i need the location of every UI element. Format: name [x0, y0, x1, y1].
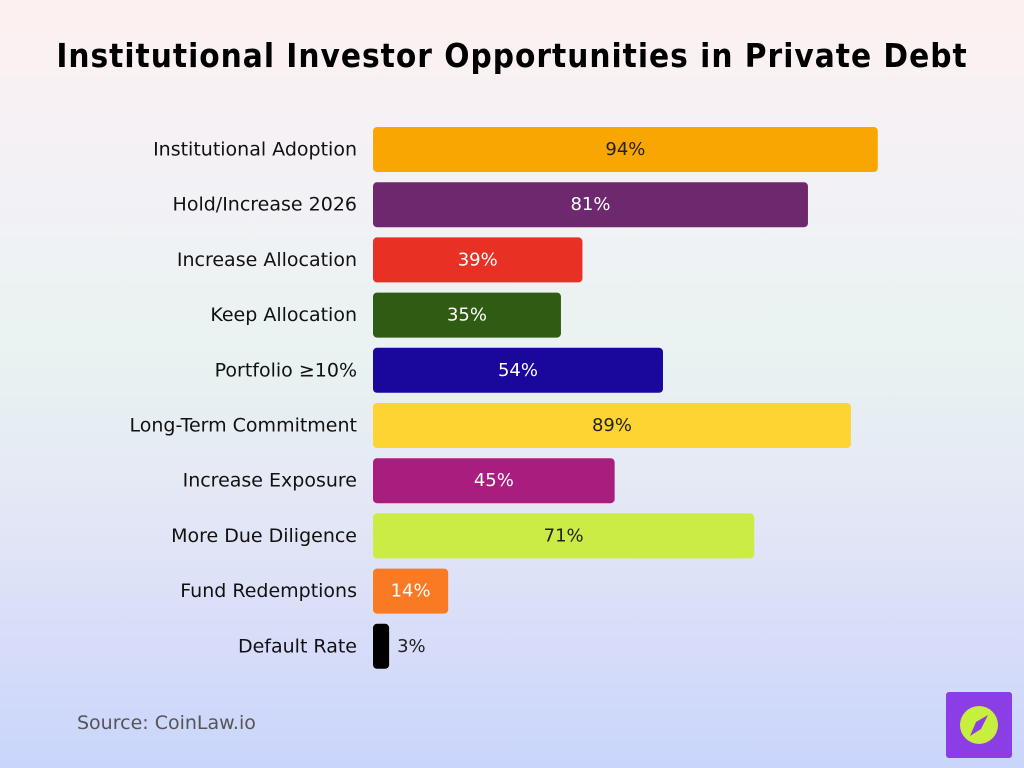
source-note: Source: CoinLaw.io — [77, 712, 256, 734]
data-label: 89% — [592, 415, 632, 436]
bar — [373, 127, 878, 172]
bar — [373, 347, 663, 393]
category-label: Increase Allocation — [177, 249, 357, 271]
bar — [373, 458, 615, 504]
data-label: 54% — [498, 360, 538, 381]
bars-layer: Institutional Adoption 94% Hold/Increase 2… — [129, 127, 878, 669]
category-label: Keep Allocation — [210, 304, 357, 326]
data-label: 71% — [544, 525, 584, 546]
chart-title: Institutional Investor Opportunities in … — [56, 36, 968, 75]
bar — [373, 568, 449, 614]
data-label: 81% — [570, 194, 610, 215]
coinlaw-logo — [946, 692, 1012, 758]
data-label: 45% — [474, 470, 514, 491]
compass-icon — [960, 706, 998, 744]
bar — [373, 513, 755, 559]
bar — [373, 623, 390, 669]
data-label: 39% — [458, 249, 498, 270]
data-label: 94% — [605, 139, 645, 160]
data-label: 3% — [397, 636, 426, 657]
category-label: Increase Exposure — [183, 470, 357, 492]
category-label: Default Rate — [238, 635, 357, 657]
bar — [373, 182, 808, 228]
bar — [373, 292, 561, 338]
category-label: Long-Term Commitment — [129, 415, 357, 437]
category-label: Institutional Adoption — [153, 139, 357, 161]
category-label: Hold/Increase 2026 — [173, 194, 357, 216]
bar — [373, 237, 583, 283]
data-label: 35% — [447, 305, 487, 326]
category-label: More Due Diligence — [171, 525, 357, 547]
data-label: 14% — [391, 581, 431, 602]
category-label: Portfolio ≥10% — [215, 359, 357, 381]
category-label: Fund Redemptions — [180, 580, 357, 602]
bar — [373, 403, 851, 448]
